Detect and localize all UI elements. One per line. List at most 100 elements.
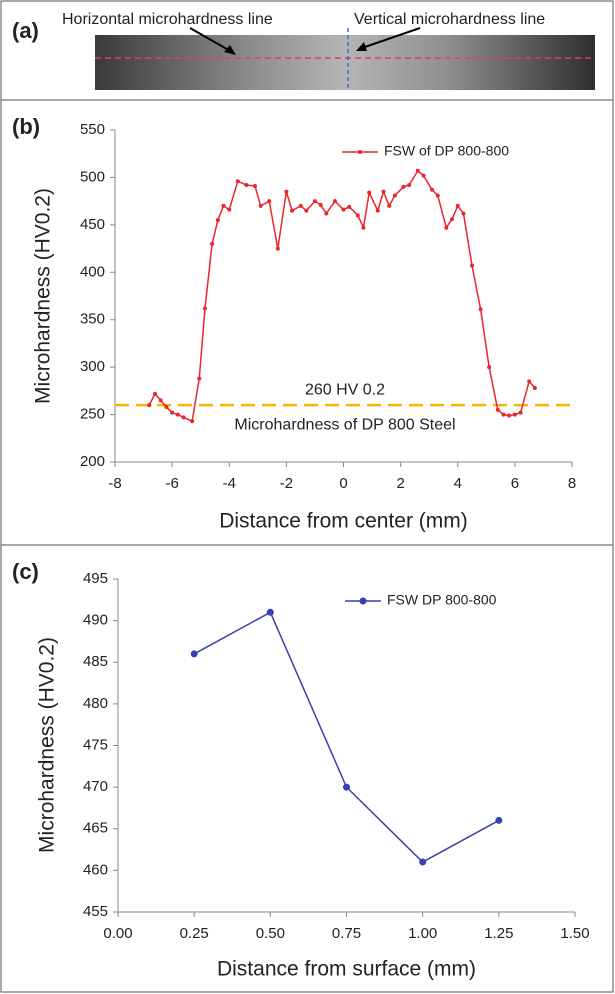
micrograph xyxy=(95,35,595,90)
marker xyxy=(461,211,466,216)
marker xyxy=(267,199,272,204)
legend-marker xyxy=(358,150,362,154)
marker xyxy=(202,306,207,311)
y-tick-label: 485 xyxy=(83,653,108,670)
marker xyxy=(244,183,249,188)
legend-label: FSW of DP 800-800 xyxy=(384,143,509,159)
marker xyxy=(304,208,309,213)
marker xyxy=(221,203,226,208)
marker xyxy=(252,183,257,188)
marker xyxy=(478,307,483,312)
x-tick-label: -2 xyxy=(280,475,293,492)
marker xyxy=(258,203,263,208)
marker xyxy=(147,403,152,408)
marker xyxy=(227,207,232,212)
y-tick-label: 465 xyxy=(83,820,108,837)
panel-label: (c) xyxy=(12,559,39,584)
marker xyxy=(532,386,537,391)
annotation: Vertical microhardness line xyxy=(354,11,545,28)
arrowhead xyxy=(224,45,236,55)
marker xyxy=(495,816,503,824)
marker xyxy=(298,203,303,208)
marker xyxy=(290,208,295,213)
y-tick-label: 460 xyxy=(83,861,108,878)
marker xyxy=(421,173,426,178)
marker xyxy=(312,199,317,204)
y-tick-label: 500 xyxy=(80,168,105,185)
y-tick-label: 550 xyxy=(80,121,105,138)
marker xyxy=(527,379,532,384)
x-tick-label: 0.50 xyxy=(256,925,285,942)
x-tick-label: -8 xyxy=(108,475,121,492)
marker xyxy=(415,168,420,173)
marker xyxy=(361,225,366,230)
x-axis-title: Distance from surface (mm) xyxy=(217,958,476,981)
marker xyxy=(181,415,186,420)
marker xyxy=(507,413,512,418)
arrow xyxy=(361,27,421,49)
marker xyxy=(175,412,180,417)
x-tick-label: 1.25 xyxy=(484,925,513,942)
marker xyxy=(284,189,289,194)
y-tick-label: 300 xyxy=(80,358,105,375)
annotation: Horizontal microhardness line xyxy=(62,11,273,28)
marker xyxy=(210,241,215,246)
x-tick-label: 1.00 xyxy=(408,925,437,942)
arrowhead xyxy=(356,42,367,51)
marker xyxy=(164,404,169,409)
y-tick-label: 455 xyxy=(83,903,108,920)
x-tick-label: 0.00 xyxy=(103,925,132,942)
marker xyxy=(190,419,195,424)
reference-label: Microhardness of DP 800 Steel xyxy=(234,416,455,433)
y-tick-label: 250 xyxy=(80,406,105,423)
marker xyxy=(444,225,449,230)
x-tick-label: 4 xyxy=(454,475,462,492)
y-tick-label: 450 xyxy=(80,216,105,233)
y-tick-label: 350 xyxy=(80,311,105,328)
legend-marker xyxy=(359,597,367,605)
y-tick-label: 470 xyxy=(83,778,108,795)
marker xyxy=(235,179,240,184)
legend-label: FSW DP 800-800 xyxy=(387,592,497,608)
marker xyxy=(430,187,435,192)
x-tick-label: 0.25 xyxy=(180,925,209,942)
marker xyxy=(170,410,175,415)
reference-label: 260 HV 0.2 xyxy=(305,381,385,398)
x-tick-label: 1.50 xyxy=(560,925,589,942)
marker xyxy=(197,376,202,381)
y-tick-label: 400 xyxy=(80,263,105,280)
marker xyxy=(401,184,406,189)
y-tick-label: 490 xyxy=(83,612,108,629)
marker xyxy=(347,204,352,209)
panel-label: (a) xyxy=(12,18,39,43)
marker xyxy=(407,183,412,188)
marker xyxy=(367,190,372,195)
marker xyxy=(487,365,492,370)
marker xyxy=(518,410,523,415)
x-tick-label: 0 xyxy=(339,475,347,492)
marker xyxy=(381,189,386,194)
x-tick-label: 0.75 xyxy=(332,925,361,942)
marker xyxy=(318,202,323,207)
marker xyxy=(495,407,500,412)
marker xyxy=(419,858,427,866)
marker xyxy=(512,412,517,417)
marker xyxy=(501,412,506,417)
marker xyxy=(275,246,280,251)
arrow xyxy=(189,27,233,53)
x-tick-label: -6 xyxy=(165,475,178,492)
series-line xyxy=(193,611,500,863)
x-axis-title: Distance from center (mm) xyxy=(219,510,468,533)
marker xyxy=(470,263,475,268)
y-axis-title: Microhardness (HV0.2) xyxy=(32,188,55,404)
marker xyxy=(392,193,397,198)
y-tick-label: 475 xyxy=(83,736,108,753)
x-tick-label: 6 xyxy=(511,475,519,492)
marker xyxy=(152,391,157,396)
marker xyxy=(332,199,337,204)
y-tick-label: 495 xyxy=(83,570,108,587)
marker xyxy=(324,211,329,216)
marker xyxy=(375,208,380,213)
marker xyxy=(455,203,460,208)
